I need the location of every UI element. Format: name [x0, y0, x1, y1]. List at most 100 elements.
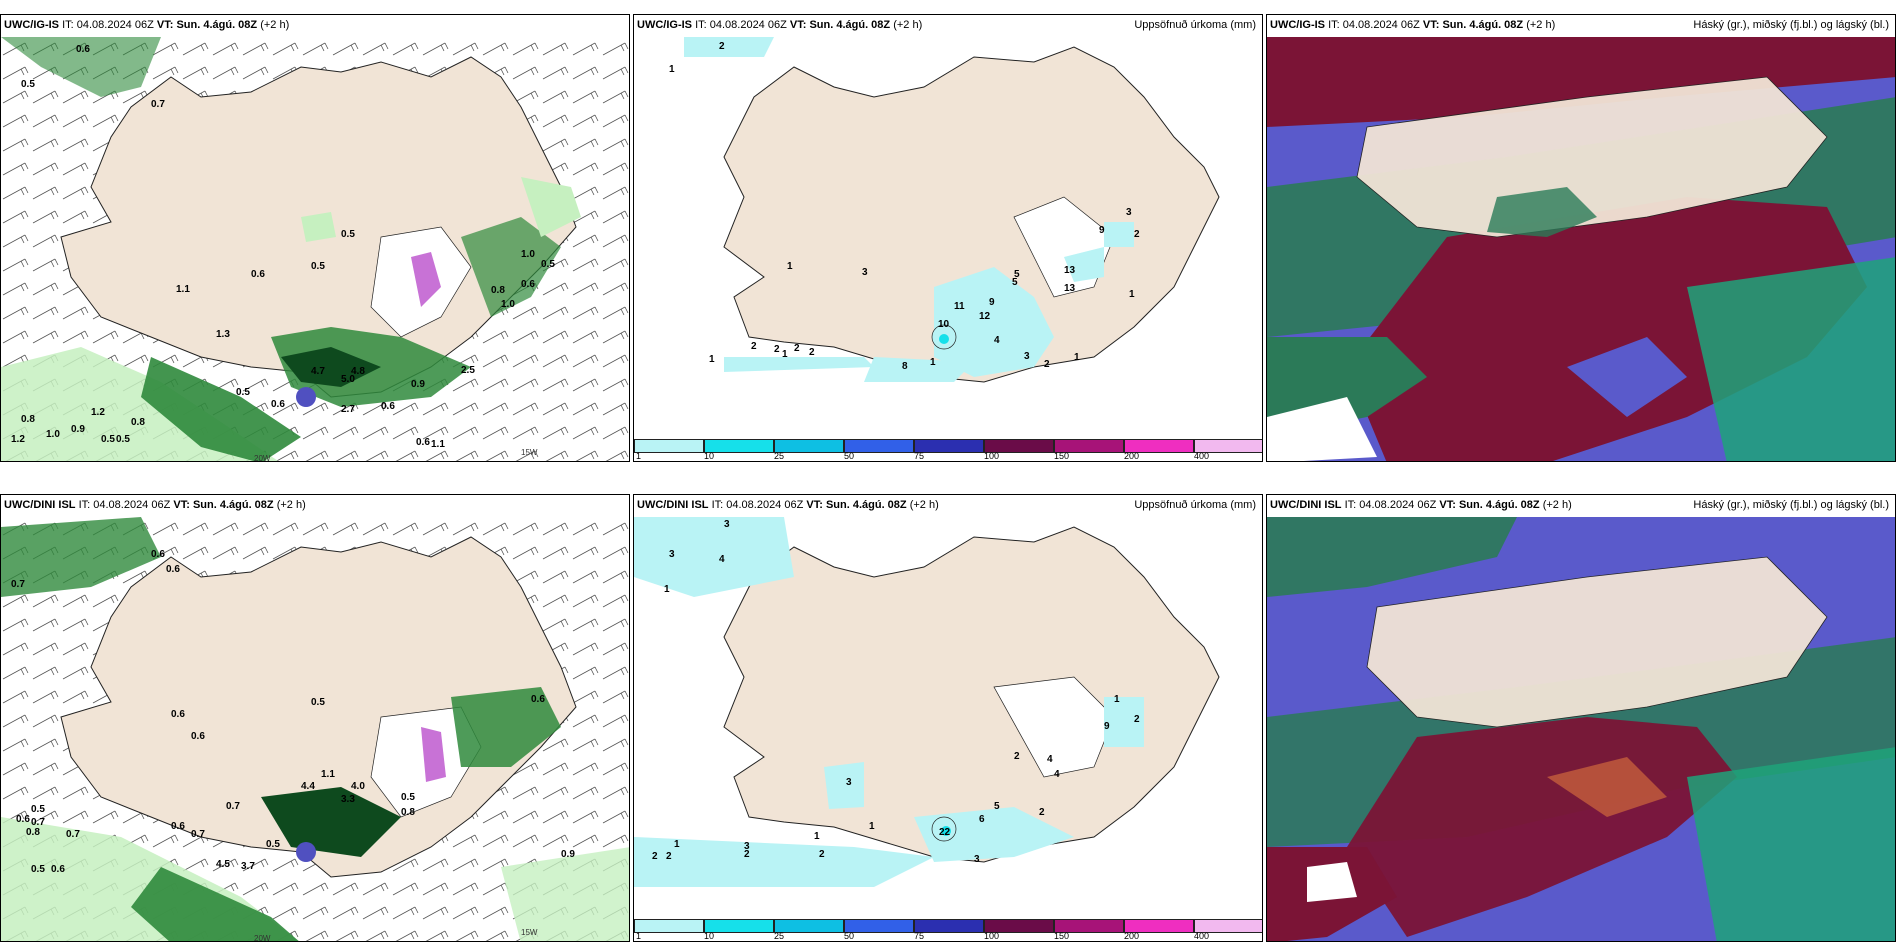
cloud-map: [1267, 37, 1895, 461]
value-label: 0.6: [16, 814, 30, 825]
value-label: 13: [1064, 283, 1076, 294]
accum-map: 3 3 4 1 3 2 4 4 9 1 2 22 5 6 2 3 1 1 3 2…: [634, 517, 1220, 887]
value-label: 0.5: [21, 79, 35, 90]
value-label: 5: [1012, 277, 1018, 288]
value-label: 0.6: [521, 279, 535, 290]
colorbar-label: 1: [636, 931, 642, 941]
colorbar-label: 200: [1124, 451, 1140, 461]
value-label: 2: [1134, 714, 1140, 725]
value-label: 0.9: [561, 849, 575, 860]
accum-map: 2 1 1 3 1 11 9 12 10 4 3 1 2 2 2 2 1 8 1…: [669, 37, 1220, 383]
colorbar-bin: [1194, 919, 1262, 933]
value-label: 0.6: [531, 694, 545, 705]
value-label: 0.7: [31, 817, 45, 828]
value-label: 3: [862, 267, 868, 278]
value-label: 3: [1024, 351, 1030, 362]
colorbar-label: 100: [984, 931, 1000, 941]
value-label: 0.5: [101, 434, 115, 445]
value-label: 0.5: [401, 792, 415, 803]
valid-time: Sun. 4.ágú. 08Z: [1458, 499, 1540, 511]
precip-wind-map: 0.7 0.6 0.6 0.6 0.6 0.5 0.6 1.1 4.4 4.0 …: [1, 517, 629, 942]
value-label: 5: [994, 801, 1000, 812]
value-label: 1: [787, 261, 793, 272]
colorbar: 1 10 25 50 75 100 150 200 400: [634, 435, 1262, 461]
value-label: 0.8: [26, 827, 40, 838]
panel-header: UWC/IG-IS IT: 04.08.2024 06Z VT: Sun. 4.…: [1, 15, 629, 37]
value-label: 3: [669, 549, 675, 560]
value-label: 0.6: [171, 709, 185, 720]
value-label: 0.5: [236, 387, 250, 398]
value-label: 1: [930, 357, 936, 368]
value-label: 8: [902, 361, 908, 372]
colorbar-bin: [844, 919, 914, 933]
value-label: 1.0: [501, 299, 515, 310]
value-label: 3: [744, 841, 750, 852]
model-name: UWC/IG-IS: [637, 19, 692, 31]
value-label: 1.1: [176, 284, 190, 295]
colorbar-bin: [984, 439, 1054, 453]
value-label: 0.7: [66, 829, 80, 840]
panel-clouds-ig: UWC/IG-IS IT: 04.08.2024 06Z VT: Sun. 4.…: [1266, 14, 1896, 462]
model-name: UWC/DINI ISL: [4, 499, 76, 511]
value-label: 1: [869, 821, 875, 832]
panel-title: Uppsöfnuð úrkoma (mm): [1134, 499, 1256, 511]
value-label: 0.7: [226, 801, 240, 812]
value-label: 1: [709, 354, 715, 365]
value-label: 0.8: [401, 807, 415, 818]
value-label: 0.5: [341, 229, 355, 240]
colorbar-label: 150: [1054, 451, 1070, 461]
value-label: 3: [724, 519, 730, 530]
init-time: 04.08.2024 06Z: [76, 19, 154, 31]
value-label: 6: [979, 814, 985, 825]
value-label: 1: [1129, 289, 1135, 300]
value-label: 1: [674, 839, 680, 850]
colorbar-bin: [914, 439, 984, 453]
value-label: 0.6: [76, 44, 90, 55]
model-name: UWC/IG-IS: [1270, 19, 1325, 31]
value-label: 0.9: [71, 424, 85, 435]
lon-tick-15w: 15W: [521, 448, 538, 457]
lead-time: (+2 h): [1542, 499, 1572, 511]
value-label: 3: [1126, 207, 1132, 218]
colorbar-label: 200: [1124, 931, 1140, 941]
valid-time: Sun. 4.ágú. 08Z: [809, 19, 891, 31]
value-label: 0.8: [131, 417, 145, 428]
panel-precip-wind-dini: UWC/DINI ISL IT: 04.08.2024 06Z VT: Sun.…: [0, 494, 630, 942]
model-name: UWC/DINI ISL: [637, 499, 709, 511]
value-label: 4: [1047, 754, 1053, 765]
value-label: 0.5: [266, 839, 280, 850]
colorbar-bin: [704, 439, 774, 453]
value-label: 4.4: [301, 781, 315, 792]
panel-accum-dini: UWC/DINI ISL IT: 04.08.2024 06Z VT: Sun.…: [633, 494, 1263, 942]
value-label: 2: [809, 347, 815, 358]
value-label: 13: [1064, 265, 1076, 276]
value-label: 2.5: [461, 365, 475, 376]
init-time: 04.08.2024 06Z: [726, 499, 804, 511]
value-label: 4.8: [351, 366, 365, 377]
lon-tick-20w: 20W: [254, 934, 271, 942]
valid-time: Sun. 4.ágú. 08Z: [192, 499, 274, 511]
value-label: 0.7: [151, 99, 165, 110]
value-label: 3.3: [341, 794, 355, 805]
panel-header: UWC/DINI ISL IT: 04.08.2024 06Z VT: Sun.…: [1, 495, 629, 517]
value-label: 1.0: [46, 429, 60, 440]
lead-time: (+2 h): [893, 19, 923, 31]
value-label: 12: [979, 311, 991, 322]
colorbar-label: 25: [774, 931, 785, 941]
panel-header: UWC/IG-IS IT: 04.08.2024 06Z VT: Sun. 4.…: [634, 15, 1262, 37]
value-label: 2: [1039, 807, 1045, 818]
init-time: 04.08.2024 06Z: [709, 19, 787, 31]
panel-accum-ig: UWC/IG-IS IT: 04.08.2024 06Z VT: Sun. 4.…: [633, 14, 1263, 462]
value-label: 2: [652, 851, 658, 862]
value-label: 4: [994, 335, 1000, 346]
panel-clouds-dini: UWC/DINI ISL IT: 04.08.2024 06Z VT: Sun.…: [1266, 494, 1896, 942]
panel-title: Háský (gr.), miðský (fj.bl.) og lágský (…: [1693, 19, 1889, 31]
value-label: 1.2: [11, 434, 25, 445]
value-label: 0.6: [251, 269, 265, 280]
value-label: 1: [1074, 352, 1080, 363]
colorbar-bin: [1054, 919, 1124, 933]
value-label: 10: [938, 319, 950, 330]
value-label: 0.6: [191, 731, 205, 742]
model-name: UWC/IG-IS: [4, 19, 59, 31]
colorbar-bin: [774, 439, 844, 453]
